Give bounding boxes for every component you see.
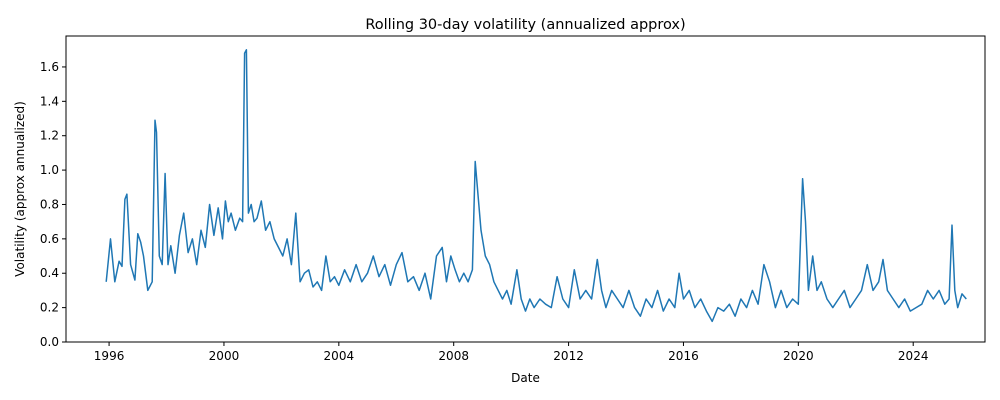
x-tick-label: 2012: [553, 349, 584, 363]
y-tick-label: 0.0: [40, 335, 59, 349]
plot-frame: [65, 35, 986, 343]
x-tick-label: 2000: [209, 349, 240, 363]
y-tick-label: 1.4: [40, 94, 59, 108]
x-tick-label: 2020: [783, 349, 814, 363]
y-tick-label: 0.4: [40, 266, 59, 280]
x-axis-title: Date: [511, 371, 540, 385]
x-tick-label: 2016: [668, 349, 699, 363]
x-tick-label: 2024: [898, 349, 929, 363]
x-tick-label: 2004: [324, 349, 355, 363]
x-tick-label: 1996: [94, 349, 125, 363]
x-axis: 1996 2000 2004 2008 2012 2016 2020 2024: [94, 342, 929, 363]
y-tick-label: 1.6: [40, 60, 59, 74]
x-tick-label: 2008: [438, 349, 469, 363]
series-line-0: [105, 49, 967, 323]
chart-title: Rolling 30-day volatility (annualized ap…: [365, 17, 685, 33]
series-group: [105, 49, 967, 323]
y-tick-label: 1.2: [40, 129, 59, 143]
y-axis-title: Volatility (approx annualized): [13, 101, 27, 277]
y-tick-label: 0.8: [40, 197, 59, 211]
y-tick-label: 0.2: [40, 301, 59, 315]
y-tick-label: 0.6: [40, 232, 59, 246]
y-axis: 0.0 0.2 0.4 0.6 0.8 1.0 1.2 1.4 1.6: [40, 60, 66, 349]
y-tick-label: 1.0: [40, 163, 59, 177]
